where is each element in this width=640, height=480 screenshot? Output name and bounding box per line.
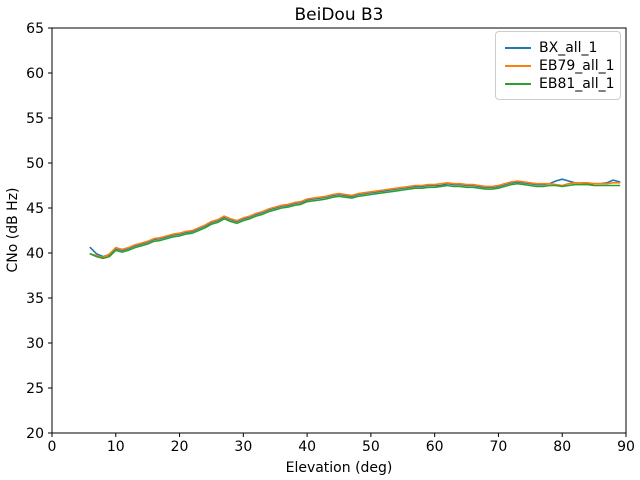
legend-label: EB81_all_1 bbox=[539, 76, 615, 92]
series-line-EB81_all_1 bbox=[89, 182, 621, 260]
legend: BX_all_1 EB79_all_1 EB81_all_1 bbox=[495, 31, 621, 100]
x-tick-label: 40 bbox=[298, 439, 316, 455]
legend-label: EB79_all_1 bbox=[539, 58, 615, 74]
legend-item-EB79_all_1: EB79_all_1 bbox=[505, 57, 615, 75]
x-tick-label: 30 bbox=[234, 439, 252, 455]
plot-border bbox=[51, 27, 627, 434]
x-tick-label: 90 bbox=[617, 439, 635, 455]
x-tick-label: 0 bbox=[48, 439, 57, 455]
series-line-BX_all_1 bbox=[89, 178, 621, 258]
axis-ticks: 0 10 20 30 40 50 60 70 80 90 20 25 30 35 40 45 50 55 60 65 bbox=[26, 21, 635, 455]
y-tick-label: 65 bbox=[26, 21, 44, 37]
y-axis-label: CNo (dB Hz) bbox=[5, 187, 21, 272]
legend-label: BX_all_1 bbox=[539, 40, 598, 56]
legend-item-BX_all_1: BX_all_1 bbox=[505, 39, 610, 57]
x-axis-label: Elevation (deg) bbox=[286, 460, 393, 476]
x-tick-label: 70 bbox=[490, 439, 508, 455]
y-tick-label: 30 bbox=[26, 336, 44, 352]
legend-line-swatch bbox=[505, 65, 531, 67]
legend-line-swatch bbox=[505, 47, 531, 49]
x-tick-label: 60 bbox=[426, 439, 444, 455]
x-tick-label: 10 bbox=[107, 439, 125, 455]
x-tick-label: 50 bbox=[362, 439, 380, 455]
series-lines bbox=[89, 178, 621, 260]
y-tick-label: 20 bbox=[26, 426, 44, 442]
y-tick-label: 35 bbox=[26, 291, 44, 307]
y-tick-label: 40 bbox=[26, 246, 44, 262]
legend-line-swatch bbox=[505, 83, 531, 85]
series-line-EB79_all_1 bbox=[89, 180, 621, 259]
y-tick-label: 55 bbox=[26, 111, 44, 127]
y-tick-label: 50 bbox=[26, 156, 44, 172]
y-tick-label: 25 bbox=[26, 381, 44, 397]
chart-title: BeiDou B3 bbox=[295, 5, 384, 25]
x-tick-label: 20 bbox=[171, 439, 189, 455]
y-tick-label: 45 bbox=[26, 201, 44, 217]
legend-item-EB81_all_1: EB81_all_1 bbox=[505, 75, 615, 93]
x-tick-label: 80 bbox=[553, 439, 571, 455]
y-tick-label: 60 bbox=[26, 66, 44, 82]
